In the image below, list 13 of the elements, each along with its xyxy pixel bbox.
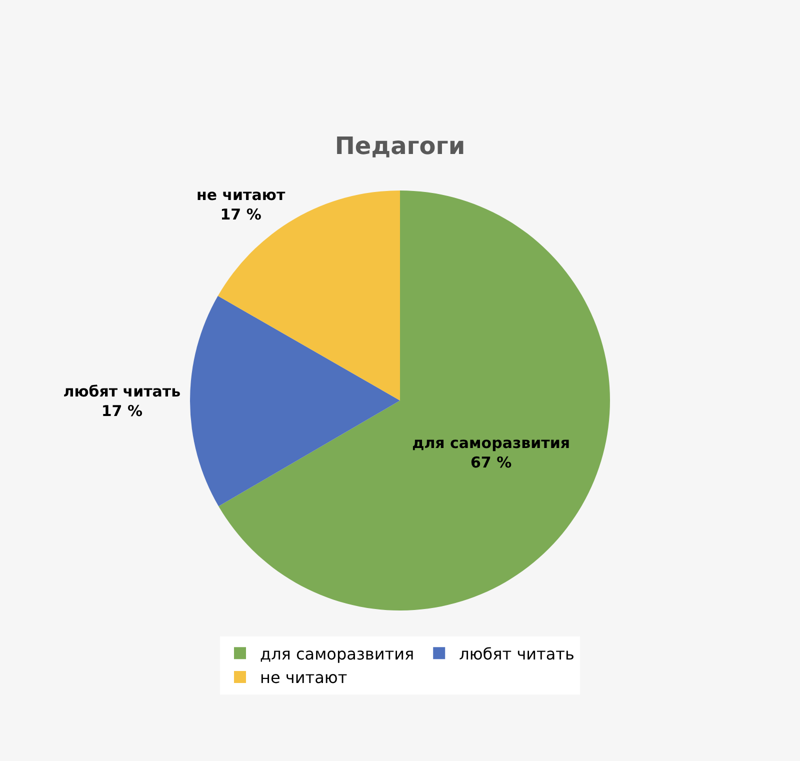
data-label: 17 %	[220, 205, 262, 224]
pie-slice	[218, 190, 400, 400]
data-label: 17 %	[101, 402, 142, 420]
slice-label: не читают	[196, 186, 286, 204]
pie-slice	[190, 296, 400, 506]
data-label: 67 %	[470, 454, 512, 472]
legend-label: любят читать	[459, 644, 574, 664]
slice-label: для саморазвития	[412, 434, 570, 452]
chart-title: Педагоги	[334, 132, 466, 160]
pie-slice	[218, 190, 610, 610]
legend-label: не читают	[260, 668, 348, 688]
legend-label: для саморазвития	[260, 644, 414, 664]
slice-label: любят читать	[63, 382, 181, 400]
